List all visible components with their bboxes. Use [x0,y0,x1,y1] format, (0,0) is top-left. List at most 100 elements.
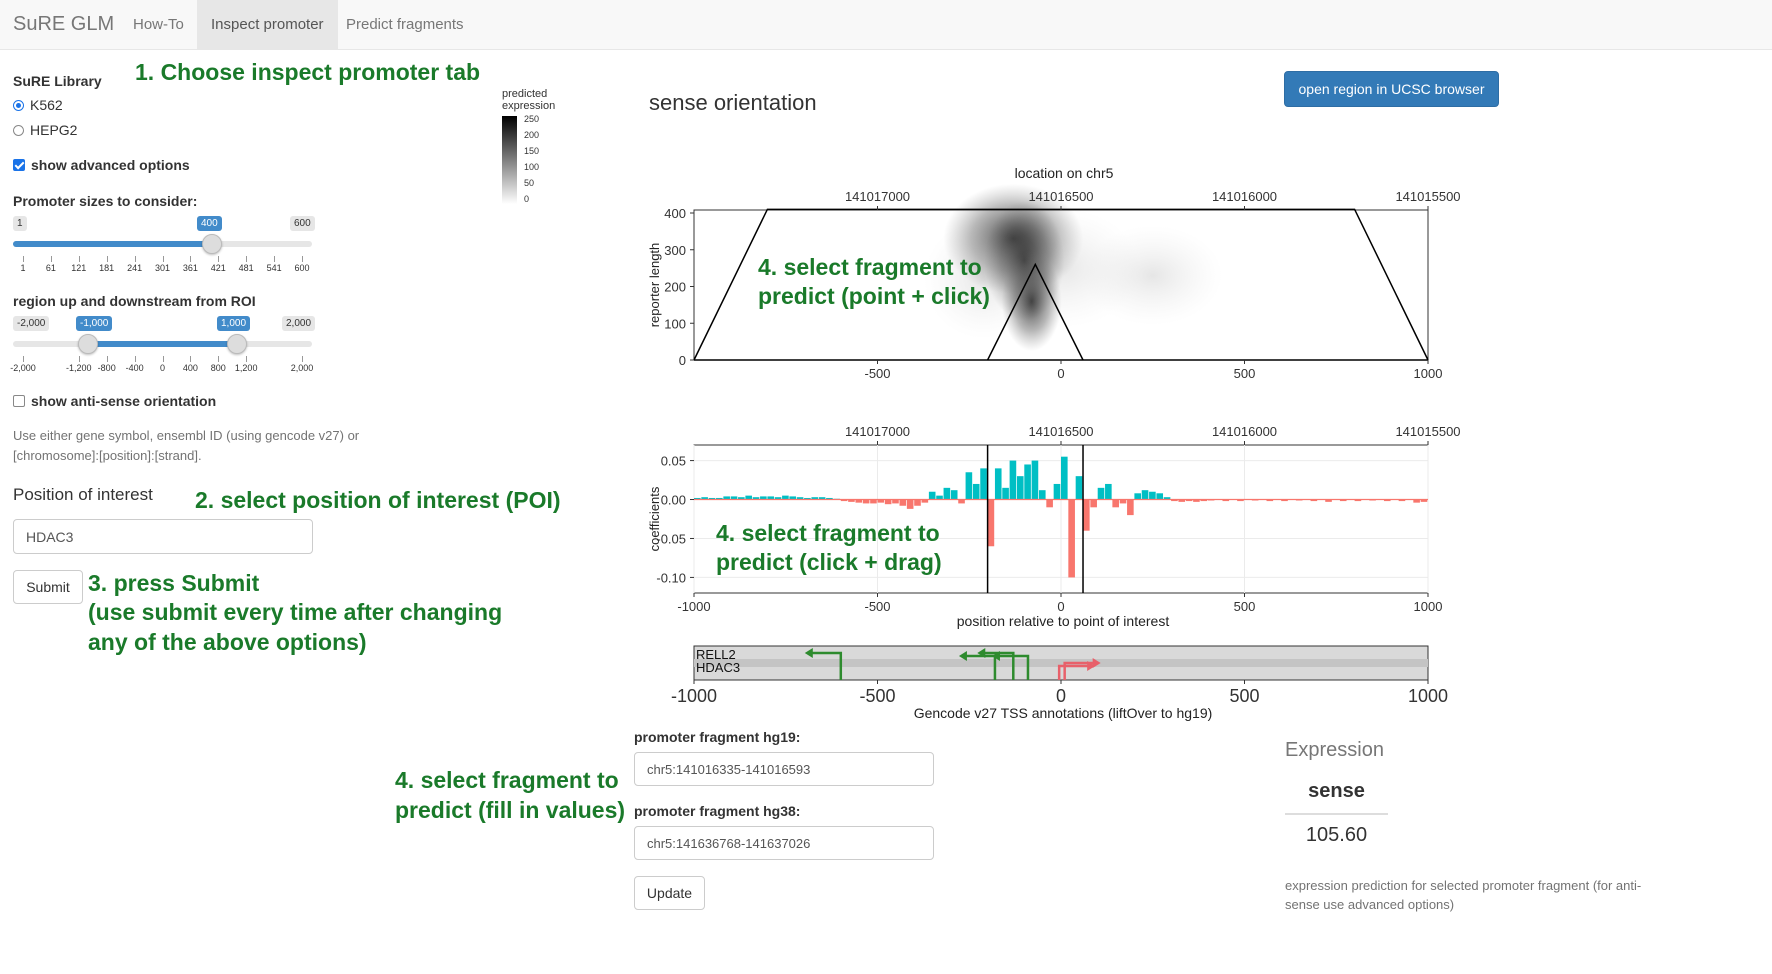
coef-x-tick-label: 0 [1057,599,1064,614]
coef-bar [870,499,877,504]
coef-bar [950,490,958,500]
coef-top-tick-label: 141016500 [1028,424,1093,439]
legend-value-label: 0 [524,194,530,204]
coef-bar [892,499,899,504]
antisense-label: show anti-sense orientation [31,393,217,409]
update-button[interactable]: Update [634,876,705,910]
coef-bar [796,497,804,500]
coef-bar [877,499,885,503]
radio-k562-label: K562 [30,97,63,113]
coef-bar [708,497,716,500]
tss-gene-label-rell2: RELL2 [696,647,736,662]
radio-hepg2[interactable] [13,124,24,136]
coef-bar [701,497,708,500]
promoter-tick-label: 61 [45,263,56,273]
annotation-step4c-line2: predict (fill in values) [395,797,626,823]
tss-x-tick-label: -1000 [671,686,717,706]
coef-bar [1200,499,1208,502]
coef-bar [694,497,701,500]
coef-y-axis-label: coefficients [647,486,662,551]
library-option-hepg2[interactable]: HEPG2 [13,122,77,138]
coef-bar [1354,499,1362,502]
expression-note-line1: expression prediction for selected promo… [1285,878,1642,893]
legend-value-label: 200 [524,130,540,140]
coef-bar [716,497,723,500]
promoter-tick-mark [246,256,248,262]
tss-arrowhead-hdac3 [1092,658,1101,668]
region-tick-label: 1,200 [234,363,258,373]
coef-bar [774,497,782,500]
tss-x-tick-label: 500 [1229,686,1259,706]
region-tick-label: 0 [159,363,166,373]
coef-bar [767,496,775,500]
coef-y-tick-label: 0.00 [661,493,686,508]
promoter-tick-label: 121 [71,263,87,273]
antisense-toggle[interactable]: show anti-sense orientation [13,393,216,409]
tss-arrowhead-rell2 [804,648,813,658]
hg38-input[interactable]: chr5:141636768-141637026 [634,826,934,860]
poi-input[interactable]: HDAC3 [13,519,313,554]
heatmap-top-tick-label: 141015500 [1395,189,1460,204]
region-tick-mark [134,356,136,362]
coef-x-tick-label: -500 [864,599,890,614]
coef-bar [811,497,819,500]
region-tick-mark [78,356,80,362]
promoter-max-badge: 600 [290,216,315,231]
legend-title-line1: predicted [502,88,548,100]
poi-label: Position of interest [13,485,153,504]
coefficient-plot[interactable]: 141017000 141016500 141016000 141015500 0.05… [647,424,1461,629]
region-slider-low-handle[interactable] [77,334,98,354]
submit-button[interactable]: Submit [13,570,83,604]
advanced-options-checkbox[interactable] [13,159,25,171]
promoter-tick-mark [274,256,276,262]
library-option-k562[interactable]: K562 [13,97,63,113]
promoter-slider-handle[interactable] [202,234,223,254]
coef-bar [980,468,987,500]
coef-bar [1178,499,1186,502]
plot-title: sense orientation [649,90,817,115]
coef-bar [1281,499,1288,502]
radio-k562[interactable] [13,99,24,111]
advanced-options-toggle[interactable]: show advanced options [13,157,190,173]
antisense-checkbox[interactable] [13,395,25,407]
annotation-step4b-line1: 4. select fragment to [716,520,940,546]
heatmap-plot[interactable]: location on chr5 141017000 141016500 141016… [647,165,1461,381]
coef-bar [760,496,767,500]
promoter-size-label: Promoter sizes to consider: [13,193,198,209]
ucsc-button[interactable]: open region in UCSC browser [1284,71,1499,107]
hg38-input-value: chr5:141636768-141637026 [647,835,811,851]
heatmap-top-tick-label: 141016500 [1028,189,1093,204]
tss-arrowhead-rell2 [977,648,986,658]
heatmap-y-tick-label: 300 [664,243,686,258]
promoter-tick-mark [23,256,24,262]
annotation-step4a-line2: predict (point + click) [758,283,990,309]
region-tick-label: -400 [125,363,144,373]
region-slider-high-handle[interactable] [227,334,248,354]
heatmap-top-axis-label: location on chr5 [1015,165,1114,181]
coef-bar [1185,499,1193,502]
annotation-step3-line1: 3. press Submit [88,570,260,596]
coef-bar [1016,476,1024,500]
coef-bar [1156,493,1164,500]
heatmap-x-tick-label: 1000 [1414,366,1443,381]
tab-how-to[interactable]: How-To [133,16,184,33]
hg19-input[interactable]: chr5:141016335-141016593 [634,752,934,786]
app-brand[interactable]: SuRE GLM [13,13,115,35]
annotation-step4a-line1: 4. select fragment to [758,254,982,280]
tab-inspect-promoter[interactable]: Inspect promoter [197,0,338,49]
heatmap-top-tick-label: 141016000 [1212,189,1277,204]
region-tick-mark [190,356,192,362]
annotation-step4b-line2: predict (click + drag) [716,549,942,575]
heatmap-x-tick-label: 500 [1234,366,1256,381]
advanced-options-label: show advanced options [31,157,190,173]
promoter-tick-label: 1 [20,263,26,273]
coef-bar [1097,487,1105,500]
coef-bar [723,496,730,500]
coef-bar [840,499,848,502]
coef-y-tick-label: -0.05 [656,531,686,546]
promoter-tick-label: 181 [99,263,115,273]
promoter-tick-mark [50,256,52,262]
tab-predict-fragments[interactable]: Predict fragments [346,16,464,33]
coef-bar [994,468,1002,500]
coef-x-tick-label: 500 [1234,599,1256,614]
